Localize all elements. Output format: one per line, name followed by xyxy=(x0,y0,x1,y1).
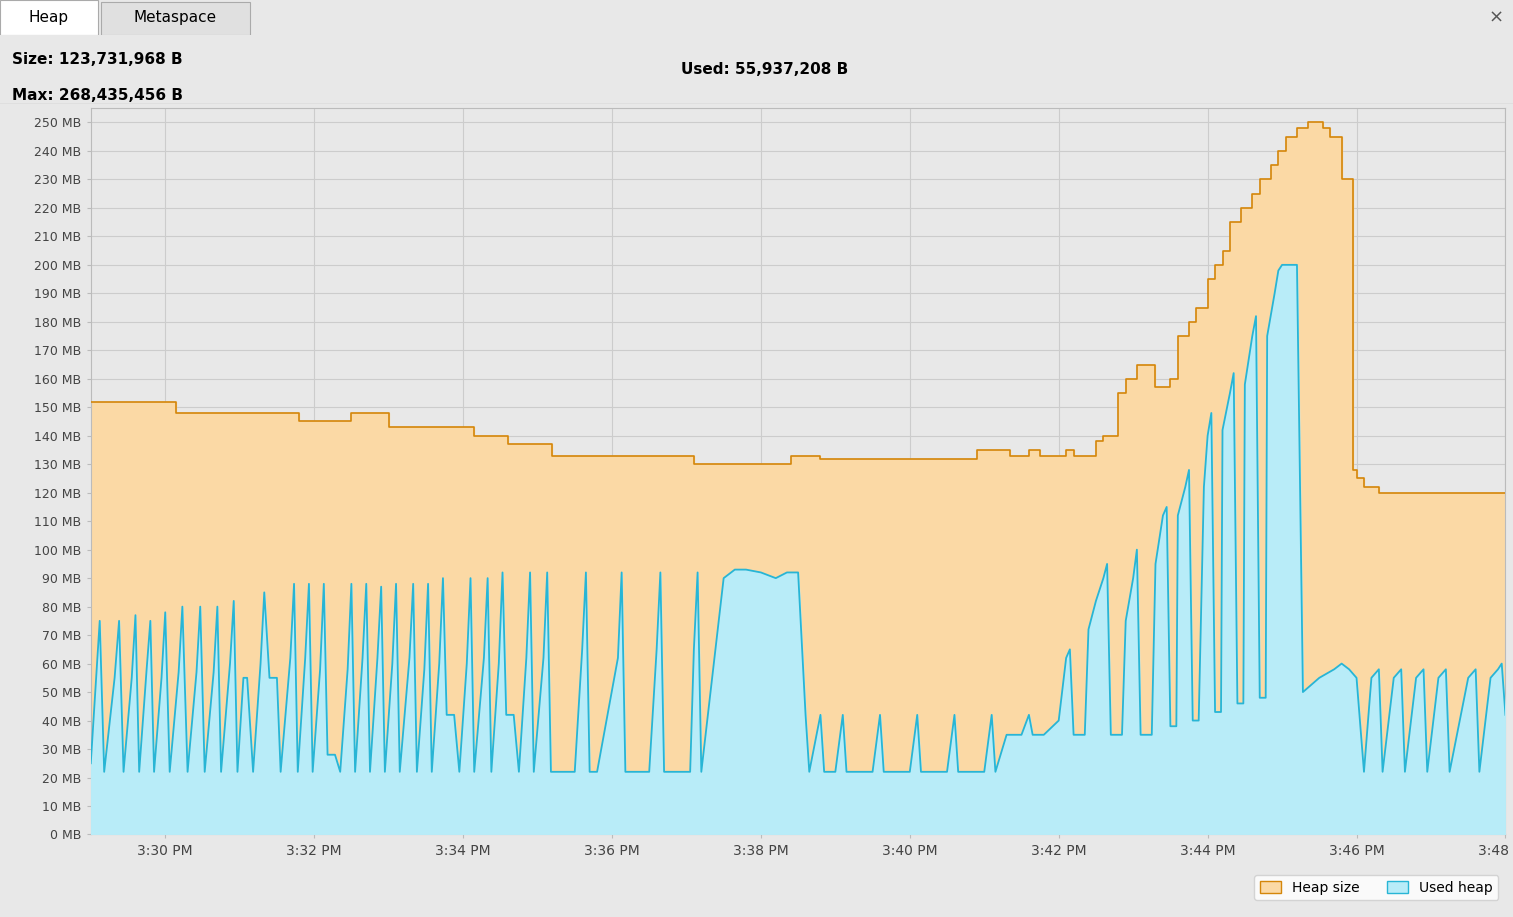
Legend: Heap size, Used heap: Heap size, Used heap xyxy=(1254,875,1498,900)
Polygon shape xyxy=(0,0,98,35)
Text: Metaspace: Metaspace xyxy=(135,10,216,25)
Text: Max: 268,435,456 B: Max: 268,435,456 B xyxy=(12,88,183,104)
Text: Heap: Heap xyxy=(29,10,68,25)
Text: Size: 123,731,968 B: Size: 123,731,968 B xyxy=(12,52,183,67)
Text: ×: × xyxy=(1489,8,1504,27)
Text: Used: 55,937,208 B: Used: 55,937,208 B xyxy=(681,61,849,77)
Polygon shape xyxy=(101,2,250,35)
